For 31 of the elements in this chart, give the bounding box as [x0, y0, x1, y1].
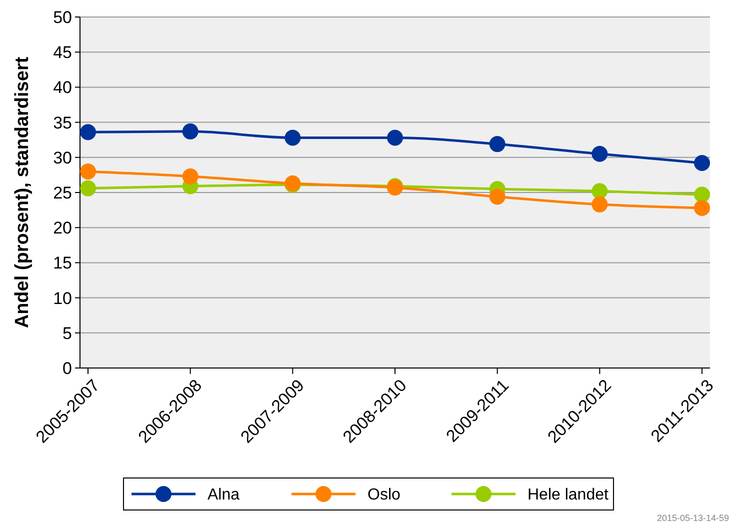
y-tick-label: 5	[62, 324, 72, 343]
point	[694, 155, 710, 172]
y-tick-label: 25	[53, 183, 72, 202]
y-tick-label: 35	[53, 113, 72, 132]
point	[489, 188, 506, 205]
point	[694, 200, 710, 216]
point	[80, 163, 96, 180]
text: 2015-05-13-14-59	[656, 513, 729, 523]
point	[182, 123, 198, 140]
y-axis-title: Andel (prosent), standardisert	[12, 56, 33, 328]
y-tick-label: 50	[53, 8, 72, 27]
point	[284, 130, 301, 146]
y-tick-label: 45	[53, 43, 72, 62]
point	[182, 168, 198, 184]
y-tick-label: 20	[53, 218, 72, 238]
y-tick-label: 0	[62, 358, 72, 378]
legend-label: Oslo	[368, 486, 400, 504]
point	[592, 183, 608, 200]
point	[489, 136, 506, 152]
legend-label: Alna	[208, 486, 240, 504]
point	[592, 146, 608, 162]
y-tick-label: 10	[53, 288, 72, 308]
y-tick-label: 40	[53, 78, 72, 98]
point	[694, 186, 710, 203]
y-tick-label: 30	[53, 148, 72, 168]
point	[592, 196, 608, 212]
y-tick-label: 15	[53, 254, 72, 273]
point	[387, 130, 403, 146]
point	[80, 180, 96, 196]
point	[80, 124, 96, 140]
legend-label: Hele landet	[528, 486, 609, 504]
